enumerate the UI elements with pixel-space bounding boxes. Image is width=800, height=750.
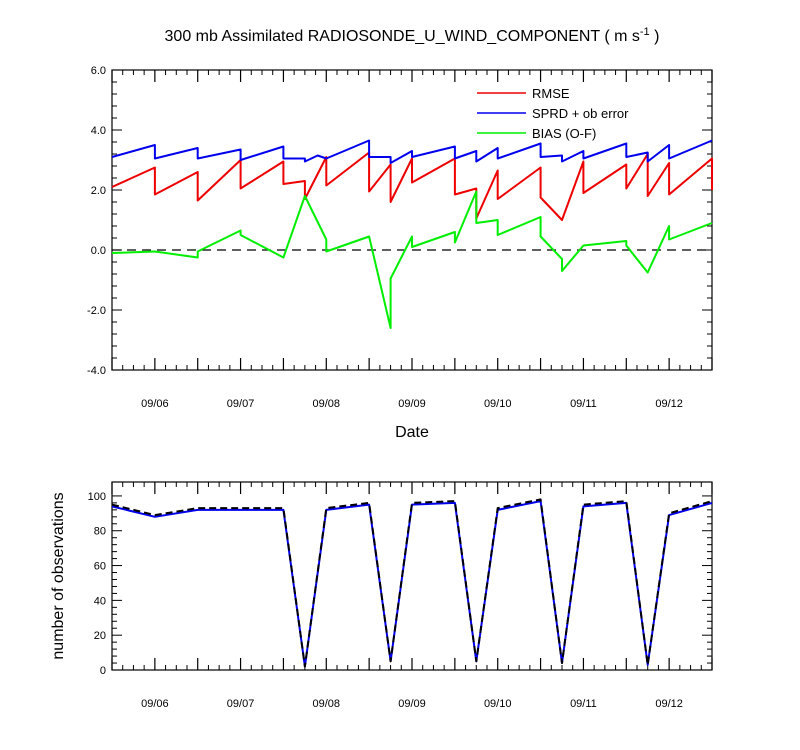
x-tick-label: 09/08 xyxy=(313,398,341,410)
x-tick-label: 09/06 xyxy=(141,398,169,410)
x-tick-label: 09/08 xyxy=(313,698,341,710)
y-tick-label: 40 xyxy=(94,595,106,607)
y-tick-label: -2.0 xyxy=(87,305,106,317)
y-tick-label: 0 xyxy=(100,665,106,677)
y-tick-label: 2.0 xyxy=(91,185,106,197)
bottom-x-axis: 09/06 09/07 09/08 09/09 09/10 09/11 09/12 xyxy=(111,482,713,710)
top-series-group xyxy=(111,139,713,329)
x-tick-label: 09/12 xyxy=(655,698,683,710)
y-tick-label: -4.0 xyxy=(87,365,106,377)
y-tick-label: 6.0 xyxy=(91,65,106,77)
legend-label: RMSE xyxy=(532,86,570,101)
series-line-observations-possible xyxy=(111,498,713,668)
top-chart-title: 300 mb Assimilated RADIOSONDE_U_WIND_COM… xyxy=(165,26,660,45)
x-tick-label: 09/11 xyxy=(570,398,597,410)
bottom-y-axis: 0 20 40 60 80 100 xyxy=(88,491,712,677)
y-tick-label: 0.0 xyxy=(91,245,106,257)
top-x-axis: 09/06 09/07 09/08 09/09 09/10 09/11 09/12 xyxy=(111,70,713,410)
x-tick-label: 09/10 xyxy=(484,698,512,710)
series-line-sprd-ob-error xyxy=(111,139,713,164)
y-tick-label: 60 xyxy=(94,561,106,573)
x-tick-label: 09/09 xyxy=(398,698,426,710)
bottom-series-group xyxy=(111,498,713,668)
bottom-y-axis-title: number of observations xyxy=(50,492,67,659)
y-tick-label: 80 xyxy=(94,526,106,538)
x-tick-label: 09/06 xyxy=(141,698,169,710)
top-x-axis-title: Date xyxy=(395,424,429,441)
legend-label: BIAS (O-F) xyxy=(532,126,596,141)
legend-label: SPRD + ob error xyxy=(532,106,629,121)
y-tick-label: 4.0 xyxy=(91,125,106,137)
series-line-observations-used xyxy=(111,500,713,668)
x-tick-label: 09/10 xyxy=(484,398,512,410)
x-tick-label: 09/11 xyxy=(570,698,597,710)
x-tick-label: 09/07 xyxy=(227,698,255,710)
top-y-axis: -4.0 -2.0 0.0 2.0 4.0 6.0 xyxy=(87,65,712,377)
y-tick-label: 100 xyxy=(88,491,106,503)
x-tick-label: 09/09 xyxy=(398,398,426,410)
series-line-rmse xyxy=(111,151,713,221)
legend: RMSE SPRD + ob error BIAS (O-F) xyxy=(477,86,629,141)
y-tick-label: 20 xyxy=(94,630,106,642)
x-tick-label: 09/12 xyxy=(655,398,683,410)
x-tick-label: 09/07 xyxy=(227,398,255,410)
series-line-bias-o-f xyxy=(111,190,713,329)
